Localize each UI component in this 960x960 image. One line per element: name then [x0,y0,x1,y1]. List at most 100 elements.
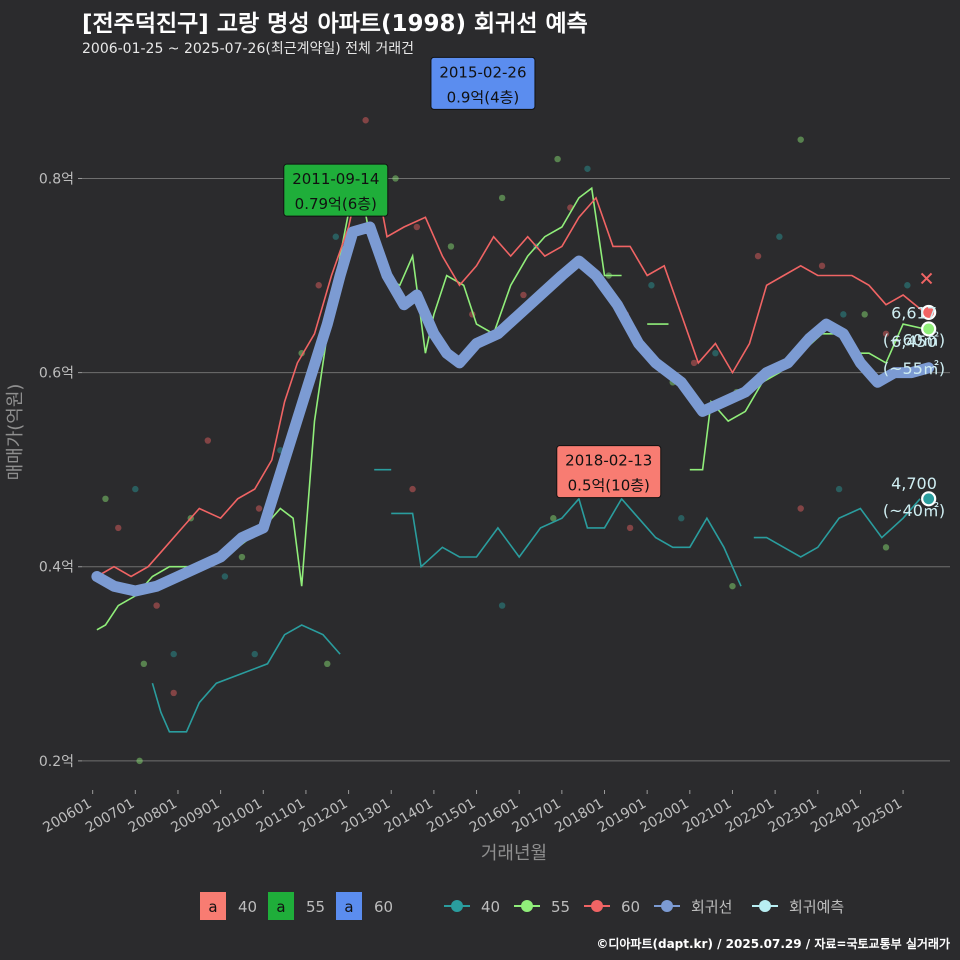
series-segment-40 [391,497,742,587]
transaction-point [818,262,826,270]
transaction-point [136,757,143,765]
transaction-point [362,117,369,124]
y-tick-label: 0.4억 [39,560,74,576]
transaction-point [498,602,506,609]
max-marker [920,272,933,285]
annotation-value: 0.5억(10층) [568,477,650,495]
legend-label: 60 [621,898,640,916]
transaction-point [882,330,890,337]
transaction-point [332,233,339,240]
transaction-point [221,573,229,580]
legend-label: 회귀예측 [789,898,844,916]
transaction-point [904,282,911,289]
y-tick-label: 0.8억 [39,171,74,187]
chart-subtitle: 2006-01-25 ~ 2025-07-26(최근계약일) 전체 거래건 [82,41,414,57]
transaction-point [170,689,177,697]
annotation-value: 0.79억(6층) [295,195,377,213]
transaction-point [882,544,890,551]
transaction-point [648,282,655,289]
end-value-label: 6,450 [891,332,937,351]
chart-title: [전주덕진구] 고랑 명성 아파트(1998) 회귀선 예측 [82,11,588,37]
legend-key-dot [521,900,533,912]
end-area-label: (~55㎡) [883,359,945,378]
x-tick-label: 202501 [851,796,905,837]
prediction-point [921,491,937,507]
regression-line [91,221,935,597]
y-tick-label: 0.2억 [39,754,74,770]
legend-key-dot [759,900,771,912]
legend-label: 55 [551,898,570,916]
legend-key-box [268,892,294,920]
end-area-label: (~60㎡) [883,330,945,349]
series-line-40 [151,624,341,733]
transaction-point [392,175,399,182]
transaction-point [170,650,177,658]
transaction-point [102,495,109,502]
transaction-point [447,243,455,250]
transaction-point [238,553,246,561]
prediction-point [921,321,937,337]
source-footer: ©디아파트(dapt.kr) / 2025.07.29 / 자료=국토교통부 실… [596,937,950,951]
legend-key-box [200,892,226,920]
transaction-point [840,311,847,318]
transaction-point [861,311,868,318]
annotation-bg [283,163,389,217]
transaction-point [835,485,843,493]
transaction-point [140,660,148,668]
annotation-box: 2018-02-13 0.5억(10층) [556,445,662,499]
legend-key-dot [451,900,463,912]
transaction-point [204,437,212,444]
annotation-box: 2015-02-26 0.9억(4층) [430,56,536,110]
x-axis-label: 거래년월 [481,843,547,864]
annotation-bg [430,56,536,110]
legend-label: 회귀선 [691,898,732,916]
transaction-point [584,165,591,172]
legend-key-glyph: a [276,898,285,916]
transaction-point [498,194,506,202]
legend-key-dot [661,900,673,912]
transaction-point [554,155,561,163]
transaction-point [409,485,416,493]
transaction-point [754,252,762,260]
annotation-date: 2015-02-26 [439,63,526,81]
transaction-point [729,582,736,590]
transaction-point [797,136,804,143]
legend-label: 55 [306,898,325,916]
y-tick-label: 0.6억 [39,366,74,382]
transaction-point [315,282,322,289]
legend-key-dot [591,900,603,912]
annotation-bg [556,445,662,499]
annotation-date: 2018-02-13 [565,452,652,470]
transaction-point [520,291,527,299]
legend-key-glyph: a [344,898,353,916]
legend-label: 60 [374,898,393,916]
transaction-point [797,505,804,512]
legend-label: 40 [481,898,500,916]
transaction-point [413,223,421,231]
prediction-point [921,304,937,321]
transaction-point [324,660,331,668]
transaction-point [251,650,258,658]
series-line-55 [96,168,622,631]
transaction-point [550,515,557,522]
end-area-label: (~40㎡) [883,501,945,520]
legend-label: 40 [238,898,257,916]
transaction-point [153,602,160,609]
transaction-point [712,350,719,357]
transaction-point [255,505,263,512]
transaction-point [115,524,122,532]
annotation-box: 2011-09-14 0.79억(6층) [283,163,389,217]
legend-key-box [336,892,362,920]
legend-key-glyph: a [208,898,217,916]
annotation-value: 0.9억(4층) [447,88,520,106]
transaction-point [132,485,139,493]
series-line-60 [96,168,925,578]
end-value-label: 6,617 [891,303,937,322]
transaction-point [678,515,685,522]
transaction-point [626,524,634,532]
transaction-point [776,233,783,240]
transaction-point [690,359,698,367]
y-axis-label: 매매가(억원) [5,384,26,481]
end-value-label: 4,700 [891,474,937,493]
